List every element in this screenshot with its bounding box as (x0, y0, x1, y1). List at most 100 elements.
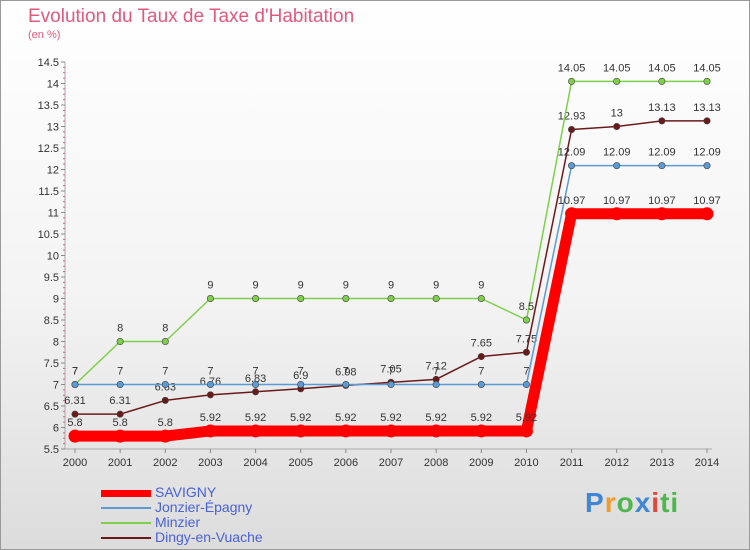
data-label: 12.09 (693, 147, 721, 159)
data-point (116, 380, 124, 388)
y-tick-label: 8 (53, 337, 59, 349)
data-point (252, 294, 260, 302)
brand-letter: t (660, 487, 671, 518)
y-tick-label: 10.5 (38, 229, 59, 241)
x-tick-label: 2006 (334, 457, 358, 469)
data-label: 12.09 (648, 147, 676, 159)
x-tick-label: 2003 (198, 457, 222, 469)
brand-letter: x (634, 487, 652, 518)
legend-label: Jonzier-Épagny (155, 499, 253, 515)
legend-label: Dingy-en-Vuache (155, 529, 263, 545)
data-point (474, 424, 488, 438)
chart-unit: (en %) (28, 29, 61, 41)
data-point (613, 162, 621, 170)
data-label: 7.65 (471, 338, 492, 350)
data-point (658, 77, 666, 85)
data-point (206, 391, 214, 399)
data-point (432, 380, 440, 388)
data-point (658, 117, 666, 125)
data-label: 7 (298, 366, 304, 378)
data-label: 9 (388, 280, 394, 292)
data-label: 6.31 (109, 395, 130, 407)
data-point (387, 380, 395, 388)
data-label: 10.97 (648, 195, 676, 207)
data-label: 9 (478, 280, 484, 292)
data-label: 7 (72, 366, 78, 378)
data-point (161, 337, 169, 345)
data-label: 5.92 (335, 412, 356, 424)
data-label: 5.92 (380, 412, 401, 424)
y-tick-label: 12 (47, 165, 59, 177)
data-label: 9 (433, 280, 439, 292)
data-label: 7 (72, 366, 78, 378)
data-label: 12.93 (558, 111, 586, 123)
data-label: 13 (611, 108, 623, 120)
data-label: 14.05 (603, 62, 631, 74)
data-point (384, 424, 398, 438)
data-point (249, 424, 263, 438)
data-point (429, 424, 443, 438)
data-label: 10.97 (603, 195, 631, 207)
x-tick-label: 2010 (514, 457, 538, 469)
y-tick-label: 8.5 (44, 315, 59, 327)
data-label: 7 (343, 366, 349, 378)
brand-letter: o (616, 487, 635, 518)
x-tick-label: 2005 (288, 457, 312, 469)
data-point (568, 162, 576, 170)
y-tick-label: 11 (48, 208, 59, 220)
data-point (161, 396, 169, 404)
data-label: 7.05 (380, 363, 401, 375)
y-tick-label: 7 (53, 380, 59, 392)
data-point (252, 380, 260, 388)
data-label: 12.09 (558, 147, 586, 159)
data-label: 5.92 (425, 412, 446, 424)
data-label: 5.8 (67, 417, 82, 429)
x-tick-label: 2004 (243, 457, 267, 469)
x-tick-label: 2012 (604, 457, 628, 469)
data-label: 8 (162, 323, 168, 335)
legend-swatch (101, 507, 151, 509)
data-point (206, 380, 214, 388)
data-point (203, 424, 217, 438)
data-label: 5.92 (200, 412, 221, 424)
data-label: 7.12 (425, 360, 446, 372)
data-point (116, 337, 124, 345)
y-tick-label: 13 (47, 122, 59, 134)
data-label: 10.97 (558, 195, 586, 207)
data-label: 5.92 (471, 412, 492, 424)
data-point (252, 388, 260, 396)
data-point (432, 294, 440, 302)
data-label: 9 (298, 280, 304, 292)
data-point (700, 207, 714, 221)
data-point (158, 429, 172, 443)
x-tick-label: 2013 (650, 457, 674, 469)
y-tick-label: 14 (47, 79, 59, 91)
data-point (297, 380, 305, 388)
y-tick-label: 9 (53, 294, 59, 306)
data-point (294, 424, 308, 438)
data-point (113, 429, 127, 443)
data-point (339, 424, 353, 438)
y-tick-label: 14.5 (38, 57, 59, 69)
data-label: 7 (388, 366, 394, 378)
y-tick-label: 11.5 (38, 186, 59, 198)
data-label: 5.8 (112, 417, 127, 429)
legend-swatch (101, 522, 151, 524)
data-label: 5.92 (516, 412, 537, 424)
data-point (68, 429, 82, 443)
data-point (565, 207, 579, 221)
x-tick-label: 2011 (560, 457, 584, 469)
data-point (342, 380, 350, 388)
data-point (116, 410, 124, 418)
legend-label: Minzier (155, 514, 201, 530)
y-tick-label: 5.5 (44, 444, 59, 456)
data-point (71, 410, 79, 418)
series-line (69, 208, 713, 442)
data-point (568, 77, 576, 85)
data-label: 6.31 (64, 395, 85, 407)
data-label: 6.83 (245, 373, 266, 385)
data-point (658, 162, 666, 170)
data-label: 14.05 (648, 62, 676, 74)
